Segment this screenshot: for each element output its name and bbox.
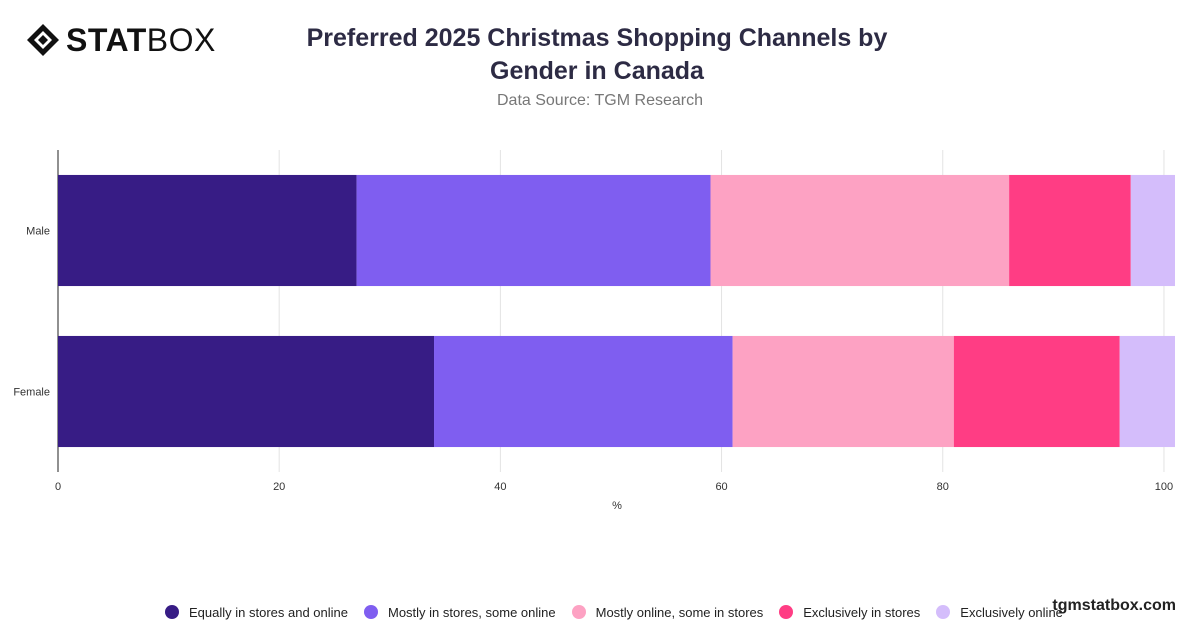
logo-text-bold: STAT (66, 22, 147, 58)
legend-item[interactable]: Exclusively online (936, 605, 1063, 620)
x-tick-label: 0 (55, 481, 61, 493)
legend-swatch (571, 605, 586, 619)
chart-legend: Equally in stores and online Mostly in st… (165, 602, 1079, 622)
legend-swatch (936, 605, 951, 619)
x-axis-label: % (612, 500, 622, 512)
legend-label: Exclusively in stores (803, 604, 921, 620)
bar-segment[interactable] (434, 335, 733, 448)
chart-title-line2: Gender in Canada (490, 57, 704, 85)
bar-segment[interactable] (1130, 174, 1175, 287)
chart-title-line1: Preferred 2025 Christmas Shopping Channe… (306, 24, 888, 52)
bar-segment[interactable] (356, 174, 711, 287)
legend-item[interactable]: Mostly online, some in stores (571, 604, 764, 620)
legend-swatch (364, 605, 378, 619)
bar-segment[interactable] (710, 174, 1010, 287)
x-tick-label: 60 (715, 481, 727, 493)
legend-item[interactable]: Equally in stores and online (165, 605, 348, 620)
legend-label: Equally in stores and online (189, 604, 348, 620)
chart-title: Preferred 2025 Christmas Shopping Channe… (282, 22, 912, 88)
bar-segment[interactable] (58, 335, 435, 448)
logo-wordmark: STATBOX (66, 22, 216, 58)
bar-segment[interactable] (1119, 335, 1175, 448)
category-label: Female (13, 387, 50, 399)
chart-subtitle: Data Source: TGM Research (496, 92, 703, 109)
bar-segment[interactable] (953, 335, 1120, 448)
x-tick-label: 40 (494, 481, 506, 493)
bar-segment[interactable] (58, 174, 357, 287)
x-tick-label: 80 (937, 481, 949, 493)
logo-text-light: BOX (146, 22, 216, 58)
bar-segment[interactable] (732, 335, 954, 448)
legend-label: Mostly online, some in stores (595, 604, 764, 620)
legend-swatch (165, 605, 179, 619)
x-tick-label: 100 (1155, 481, 1173, 493)
legend-item[interactable]: Mostly in stores, some online (364, 605, 556, 620)
legend-item[interactable]: Exclusively in stores (779, 605, 920, 620)
diamond-logo-icon (27, 24, 59, 56)
brand-url[interactable]: tgmstatbox.com (1052, 597, 1176, 614)
legend-swatch (779, 605, 794, 619)
x-tick-label: 20 (273, 481, 285, 493)
statbox-logo: STATBOX (26, 22, 216, 58)
category-label: Male (26, 226, 50, 238)
legend-label: Mostly in stores, some online (388, 604, 556, 620)
legend-label: Exclusively online (960, 604, 1063, 620)
bar-segment[interactable] (1009, 174, 1131, 287)
